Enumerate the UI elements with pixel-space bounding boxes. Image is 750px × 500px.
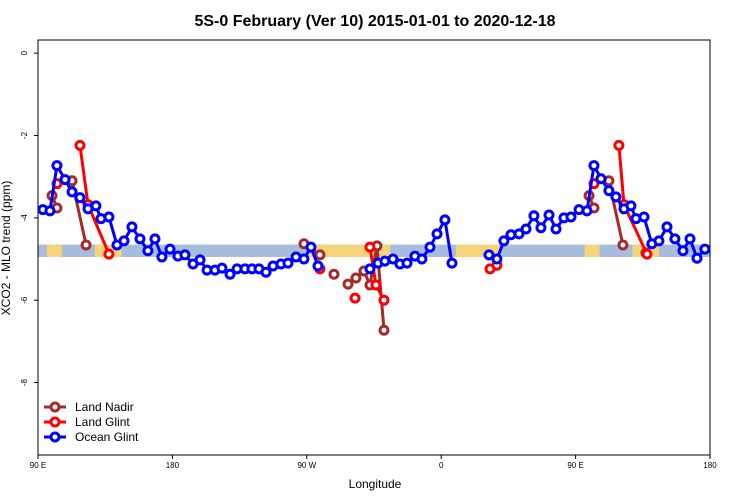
series-point xyxy=(164,243,176,255)
series-point xyxy=(103,248,115,260)
y-tick-label: 0 xyxy=(20,50,29,55)
x-tick-label: 180 xyxy=(703,461,717,470)
series-point xyxy=(298,253,310,265)
series-point xyxy=(491,253,503,265)
series-point xyxy=(439,214,451,226)
series-point xyxy=(134,233,146,245)
series-point xyxy=(80,239,92,251)
series-point xyxy=(653,235,665,247)
series-point xyxy=(588,160,600,172)
series-point xyxy=(677,245,689,257)
land-band xyxy=(46,244,62,257)
legend-label: Land Nadir xyxy=(75,400,134,414)
series-point xyxy=(312,260,324,272)
series-point xyxy=(378,294,390,306)
x-tick-label: 0 xyxy=(439,461,444,470)
legend-marker xyxy=(49,401,61,413)
series-point xyxy=(498,235,510,247)
y-tick-label: -8 xyxy=(20,378,29,386)
series-point xyxy=(401,257,413,269)
series-point xyxy=(684,233,696,245)
y-tick-label: -6 xyxy=(20,296,29,304)
series-point xyxy=(370,279,382,291)
series-point xyxy=(638,211,650,223)
series-point xyxy=(118,235,130,247)
series-point xyxy=(416,253,428,265)
legend-label: Ocean Glint xyxy=(75,430,139,444)
series-point xyxy=(328,268,340,280)
series-point xyxy=(59,174,71,186)
series-point xyxy=(483,249,495,261)
x-axis-label: Longitude xyxy=(349,477,402,491)
series-point xyxy=(378,324,390,336)
series-point xyxy=(350,272,362,284)
y-tick-label: -2 xyxy=(20,131,29,139)
series-point xyxy=(550,223,562,235)
series-point xyxy=(342,278,354,290)
series-point xyxy=(305,241,317,253)
series-point xyxy=(595,173,607,185)
series-point xyxy=(194,254,206,266)
series-point xyxy=(424,241,436,253)
series-point xyxy=(603,185,615,197)
series-point xyxy=(349,292,361,304)
series-point xyxy=(149,233,161,245)
series-point xyxy=(543,209,555,221)
x-tick-label: 180 xyxy=(166,461,180,470)
series-point xyxy=(126,221,138,233)
series-point xyxy=(528,210,540,222)
series-point xyxy=(156,251,168,263)
y-axis-label: XCO2 - MLO trend (ppm) xyxy=(0,181,13,316)
series-point xyxy=(610,191,622,203)
series-point xyxy=(520,223,532,235)
series-point xyxy=(260,266,272,278)
series-point xyxy=(641,248,653,260)
legend-marker xyxy=(49,431,61,443)
series-point xyxy=(581,205,593,217)
series-point xyxy=(74,192,86,204)
series-point xyxy=(661,221,673,233)
x-tick-label: 90 E xyxy=(30,461,46,470)
series-point xyxy=(625,200,637,212)
land-band xyxy=(584,244,600,257)
legend-label: Land Glint xyxy=(75,415,130,429)
legend-marker xyxy=(49,416,61,428)
chart-title: 5S-0 February (Ver 10) 2015-01-01 to 202… xyxy=(194,13,555,30)
series-point xyxy=(314,249,326,261)
series-point xyxy=(617,239,629,251)
series-point xyxy=(282,257,294,269)
series-point xyxy=(90,200,102,212)
x-tick-label: 90 E xyxy=(567,461,583,470)
legend-item: Land Nadir xyxy=(44,400,134,414)
y-tick-label: -4 xyxy=(20,214,29,222)
series-point xyxy=(446,257,458,269)
series-point xyxy=(699,243,711,255)
series-point xyxy=(179,249,191,261)
series-point xyxy=(535,222,547,234)
series-point xyxy=(142,245,154,257)
series-point xyxy=(51,160,63,172)
series-point xyxy=(613,139,625,151)
x-tick-label: 90 W xyxy=(297,461,316,470)
series-point xyxy=(387,253,399,265)
series-point xyxy=(44,205,56,217)
series-point xyxy=(669,233,681,245)
series-point xyxy=(565,211,577,223)
series-point xyxy=(66,186,78,198)
series-point xyxy=(513,228,525,240)
series-point xyxy=(74,139,86,151)
series-point xyxy=(364,263,376,275)
series-point xyxy=(224,268,236,280)
series-point xyxy=(364,241,376,253)
series-point xyxy=(691,252,703,264)
series-point xyxy=(431,228,443,240)
legend-item: Land Glint xyxy=(44,415,130,429)
series-point xyxy=(216,262,228,274)
series-point xyxy=(103,211,115,223)
legend-item: Ocean Glint xyxy=(44,430,139,444)
